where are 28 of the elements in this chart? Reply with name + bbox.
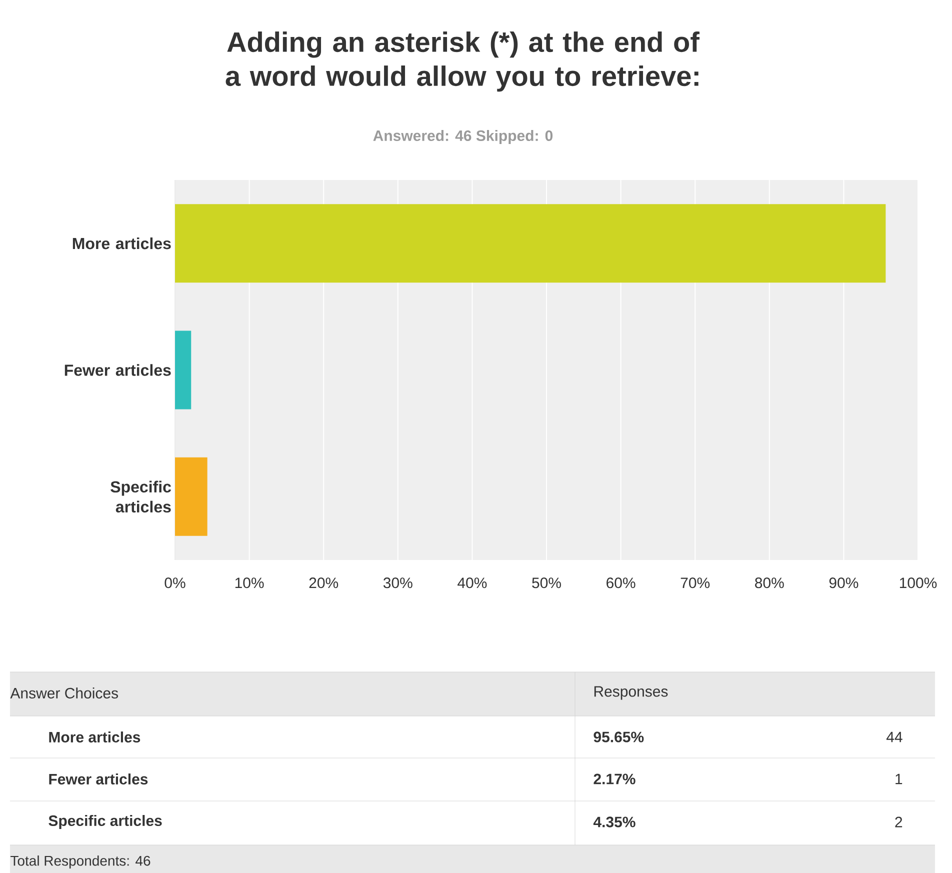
x-tick-label: 40% xyxy=(458,578,487,588)
category-label: Specific articles xyxy=(48,815,162,829)
category-label: More articles xyxy=(49,731,140,742)
text: 1 xyxy=(896,774,902,784)
chart-title: Adding an asterisk (*) at the end of a word would allow you to retrieve: xyxy=(226,32,700,92)
text: 2.17% xyxy=(594,774,636,784)
x-tick-label: 30% xyxy=(383,578,412,588)
text: Answer Choices xyxy=(10,687,118,698)
y-tick-label: Fewer articles xyxy=(64,364,171,376)
text: Responses xyxy=(594,686,668,700)
y-tick-label: Specific articles xyxy=(110,480,171,513)
x-tick-label: 80% xyxy=(755,578,784,588)
text: 2 xyxy=(895,816,902,828)
x-tick-label: 100% xyxy=(900,578,937,588)
category-label: Fewer articles xyxy=(49,773,148,784)
x-tick-label: 50% xyxy=(532,578,561,588)
x-tick-label: 70% xyxy=(680,578,710,588)
x-tick-label: 90% xyxy=(829,578,858,588)
x-tick-label: 0% xyxy=(164,578,186,588)
chart-subtitle: Answered: 46 Skipped: 0 xyxy=(373,130,553,144)
text: 95.65% xyxy=(594,732,644,742)
x-tick-label: 60% xyxy=(606,578,636,588)
text: Total Respondents: 46 xyxy=(10,855,150,869)
text: 44 xyxy=(886,732,902,742)
text: 4.35% xyxy=(593,816,636,828)
x-tick-label: 20% xyxy=(309,578,338,588)
y-tick-label: More articles xyxy=(72,237,171,250)
x-tick-label: 10% xyxy=(235,578,264,588)
